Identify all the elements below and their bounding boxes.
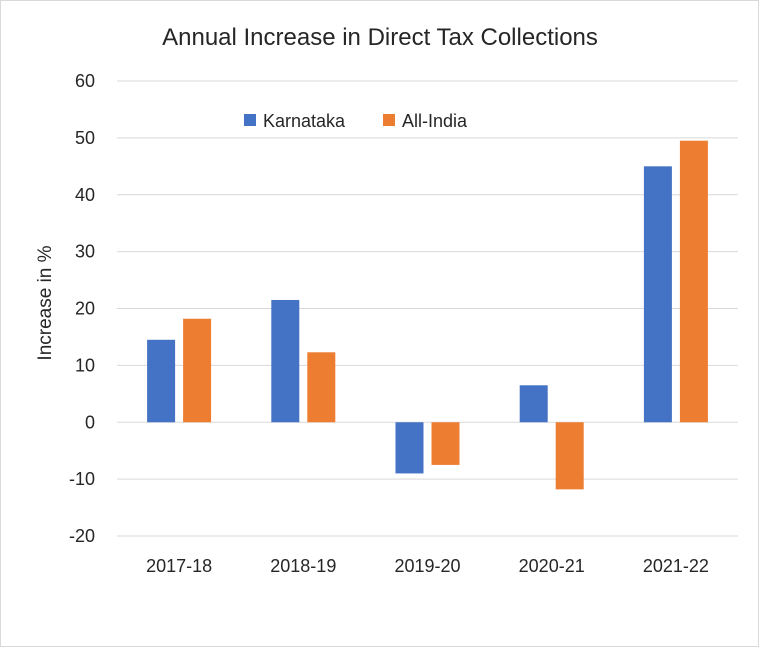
x-tick-label: 2021-22 (643, 556, 709, 576)
legend-label: Karnataka (263, 111, 346, 131)
x-axis-ticks: 2017-18 2018-19 2019-20 2020-21 2021-22 (146, 556, 709, 576)
bar-all-india-2018-19 (307, 352, 336, 423)
y-tick-label: 20 (75, 299, 95, 319)
bar-karnataka-2017-18 (147, 339, 176, 423)
bars (147, 140, 708, 490)
legend: Karnataka All-India (244, 111, 468, 131)
y-tick-label: 30 (75, 242, 95, 262)
bar-all-india-2021-22 (679, 140, 708, 423)
legend-swatch-all-india (383, 114, 395, 126)
bar-karnataka-2021-22 (643, 166, 672, 423)
bar-all-india-2019-20 (431, 422, 460, 465)
y-tick-label: -20 (69, 526, 95, 546)
legend-label: All-India (402, 111, 468, 131)
y-tick-label: 10 (75, 355, 95, 375)
y-tick-label: 40 (75, 185, 95, 205)
bar-karnataka-2019-20 (395, 422, 424, 474)
gridlines (117, 80, 738, 537)
x-tick-label: 2020-21 (519, 556, 585, 576)
x-tick-label: 2018-19 (270, 556, 336, 576)
y-axis-ticks: -20 -10 0 10 20 30 40 50 60 (69, 71, 95, 546)
x-tick-label: 2019-20 (394, 556, 460, 576)
bar-karnataka-2018-19 (271, 299, 300, 423)
x-tick-label: 2017-18 (146, 556, 212, 576)
y-tick-label: 60 (75, 71, 95, 91)
bar-all-india-2020-21 (555, 422, 584, 490)
legend-swatch-karnataka (244, 114, 256, 126)
y-axis-label: Increase in % (35, 245, 56, 360)
bar-all-india-2017-18 (183, 318, 212, 423)
y-tick-label: 50 (75, 128, 95, 148)
chart-title: Annual Increase in Direct Tax Collection… (162, 24, 598, 51)
bar-karnataka-2020-21 (519, 385, 548, 423)
y-tick-label: 0 (85, 412, 95, 432)
y-tick-label: -10 (69, 469, 95, 489)
